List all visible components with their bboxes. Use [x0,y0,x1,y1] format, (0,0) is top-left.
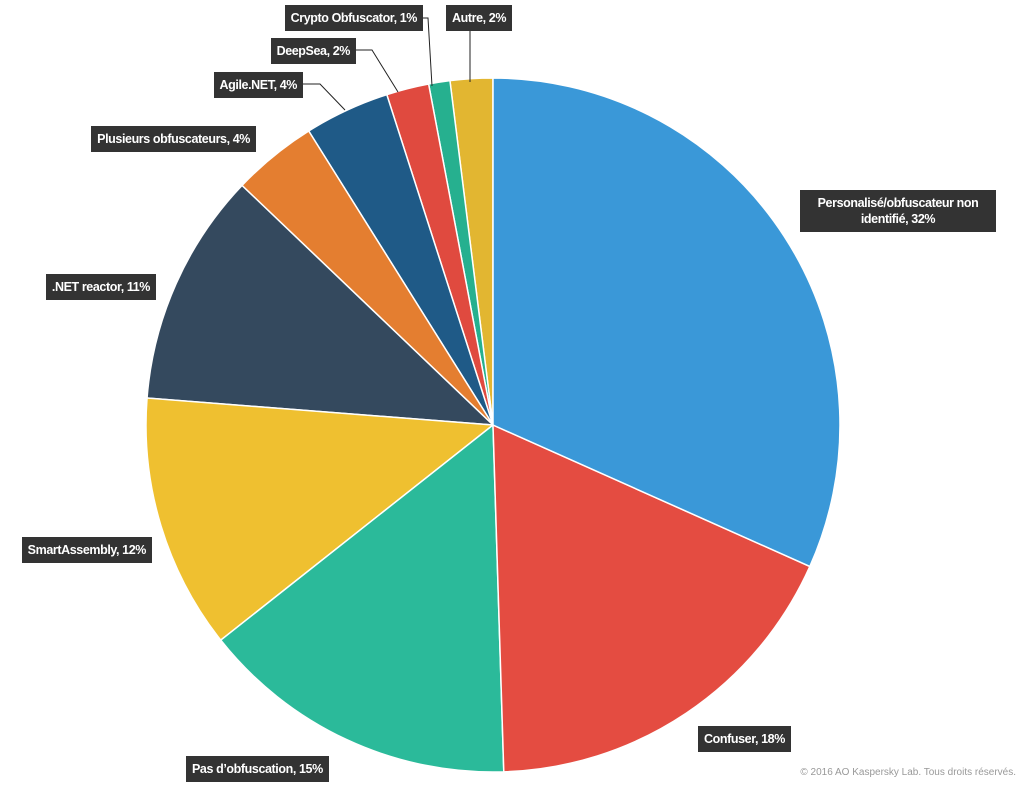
data-label: Confuser, 18% [698,726,791,752]
data-label: SmartAssembly, 12% [21,537,152,563]
footnote: © 2016 AO Kaspersky Lab. Tous droits rés… [800,767,1016,778]
leader-line [423,17,433,87]
pie-slice [146,184,496,426]
data-label: Pas d’obfuscation, 15% [186,756,329,782]
leader-lines [303,17,471,111]
data-label: Crypto Obfuscator, 1% [284,5,423,31]
leader-line [356,49,399,93]
data-label: DeepSea, 2% [270,38,356,64]
data-label: .NET reactor, 11% [45,274,156,300]
pie-slice [145,397,495,642]
data-label: Agile.NET, 4% [213,72,303,98]
leader-line [303,83,346,111]
pie-slice [492,423,811,773]
data-label: Personalisé/obfuscateur non identifié, 3… [800,190,996,232]
pie-slice [492,77,841,568]
data-label: Autre, 2% [446,5,513,31]
data-label: Plusieurs obfuscateurs, 4% [91,126,256,152]
pie-slice [219,423,505,773]
